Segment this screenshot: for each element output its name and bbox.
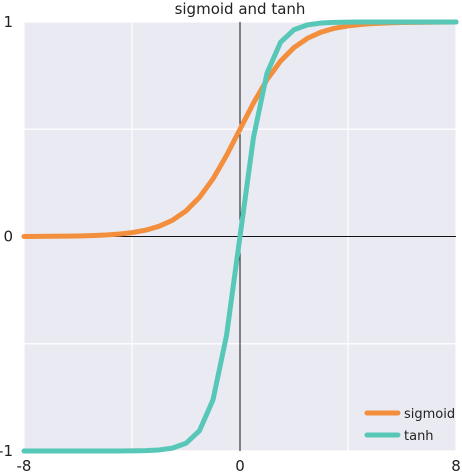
x-tick-label: -8 bbox=[17, 457, 32, 475]
tanh-line bbox=[21, 19, 459, 454]
x-tick-label: 0 bbox=[235, 457, 245, 475]
plot-area bbox=[21, 19, 459, 454]
y-tick-label: 1 bbox=[3, 13, 13, 31]
y-tick-label: -1 bbox=[0, 442, 13, 460]
x-tick-label: 8 bbox=[451, 457, 461, 475]
legend-tanh-label: tanh bbox=[404, 429, 434, 444]
chart-title: sigmoid and tanh bbox=[175, 0, 306, 18]
legend-sigmoid-label: sigmoid bbox=[404, 407, 455, 422]
legend: sigmoid tanh bbox=[364, 407, 455, 444]
y-tick-label: 0 bbox=[3, 228, 13, 246]
tick-labels: -8 0 8 -1 0 1 bbox=[0, 13, 461, 475]
